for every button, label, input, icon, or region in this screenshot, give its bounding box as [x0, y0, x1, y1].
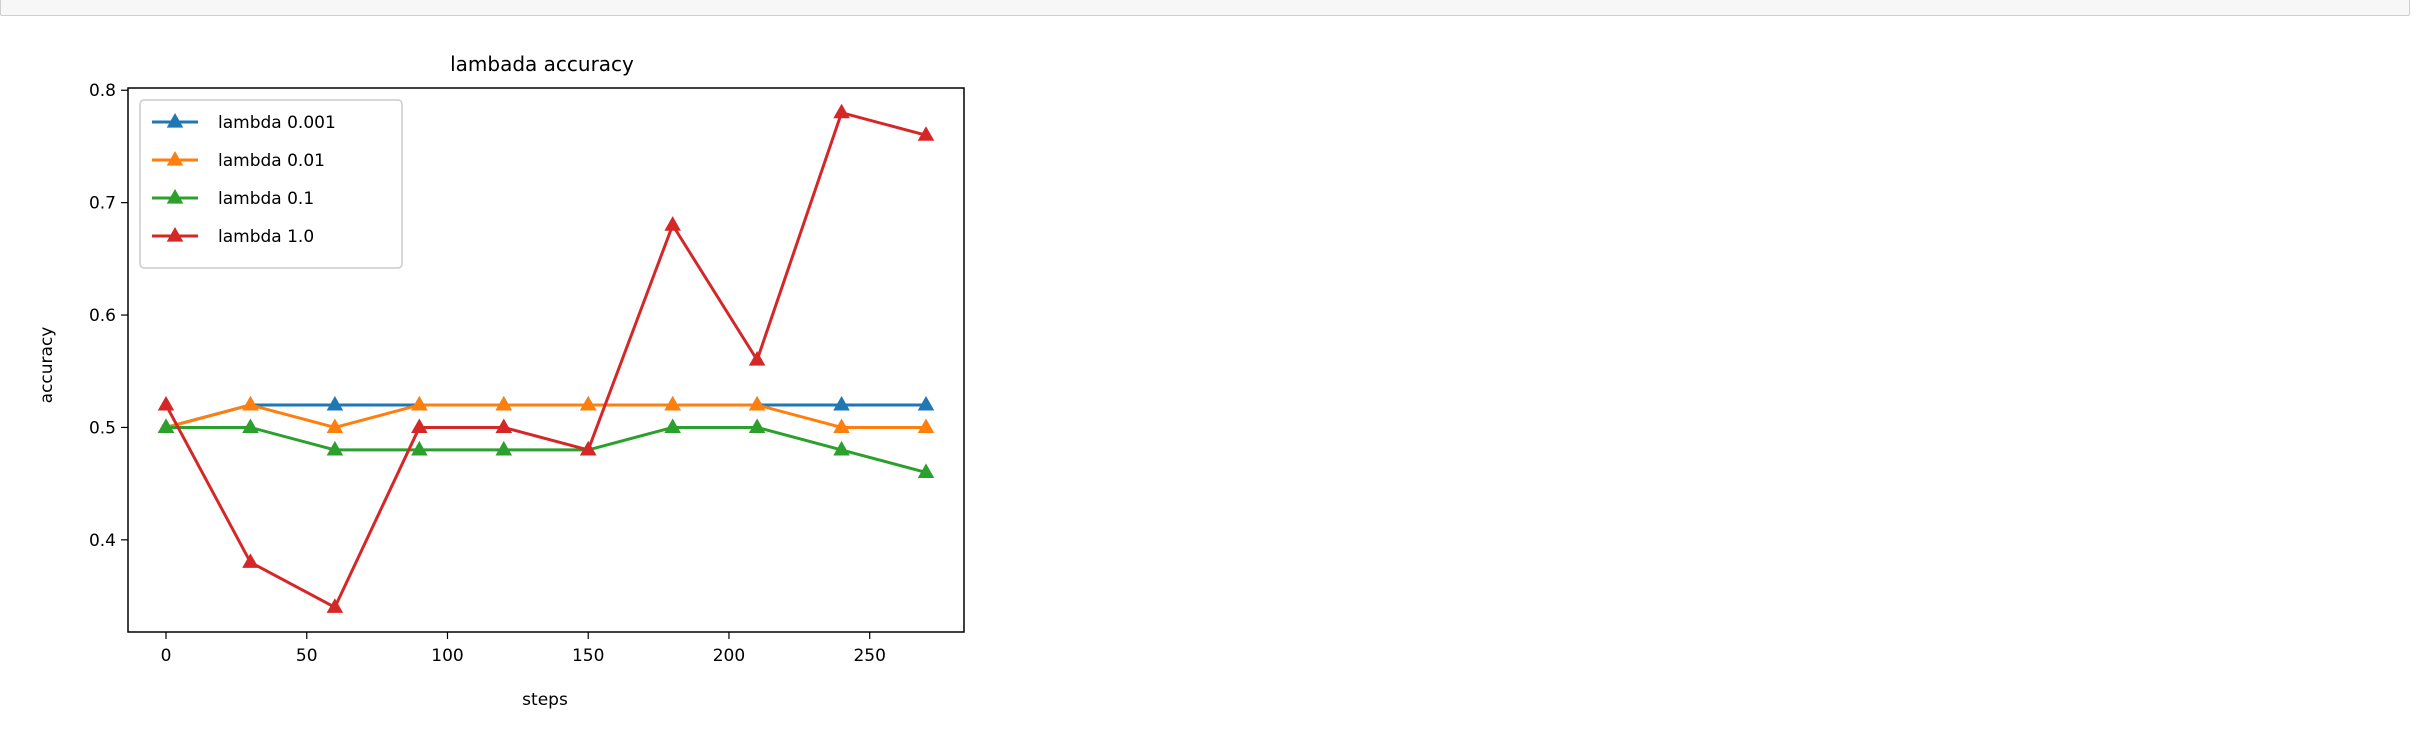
data-point-marker	[833, 418, 850, 434]
data-point-marker	[917, 418, 935, 434]
previous-cell-output-bar	[0, 0, 2410, 16]
y-tick-label: 0.4	[89, 531, 116, 551]
data-point-marker	[579, 440, 597, 456]
data-point-marker	[242, 395, 259, 411]
series-lambda-1-0	[157, 103, 935, 613]
data-point-marker	[326, 598, 344, 613]
data-point-marker	[326, 418, 344, 434]
legend-marker	[166, 189, 184, 204]
data-point-marker	[833, 103, 850, 119]
legend-marker	[166, 151, 184, 166]
data-point-marker	[157, 418, 175, 434]
series-line	[166, 425, 927, 474]
data-point-marker	[917, 395, 935, 411]
data-point-marker	[833, 440, 850, 456]
y-tick-label: 0.8	[89, 81, 116, 101]
series-lambda-0-1	[157, 418, 935, 478]
data-point-marker	[495, 395, 513, 411]
y-tick-label: 0.7	[89, 194, 116, 214]
legend-item: lambda 0.1	[152, 189, 314, 209]
legend-label: lambda 0.1	[218, 189, 314, 209]
series-line	[165, 403, 926, 429]
data-point-marker	[495, 418, 513, 434]
legend-label: lambda 1.0	[218, 227, 314, 247]
data-point-marker	[411, 418, 428, 434]
data-point-marker	[917, 463, 935, 478]
x-tick-label: 150	[572, 646, 604, 666]
legend-item: lambda 1.0	[152, 227, 314, 247]
data-point-marker	[157, 395, 175, 411]
legend-item: lambda 0.001	[152, 113, 336, 133]
data-point-marker	[748, 395, 766, 411]
x-axis-label: steps	[522, 690, 568, 710]
y-axis-label: accuracy	[37, 327, 57, 404]
legend-item: lambda 0.01	[152, 151, 325, 171]
legend-label: lambda 0.001	[218, 113, 336, 133]
y-axis-ticks: 0.4 0.5 0.6 0.7 0.8	[89, 81, 128, 551]
data-point-marker	[242, 553, 259, 568]
plot-output-area: lambada accuracy steps accuracy 0 50 100 15…	[0, 30, 1000, 750]
x-tick-label: 50	[296, 646, 318, 666]
data-point-marker	[495, 440, 513, 456]
x-tick-label: 0	[161, 646, 172, 666]
y-tick-label: 0.6	[89, 306, 116, 326]
chart-title: lambada accuracy	[450, 52, 634, 76]
legend-marker	[166, 227, 184, 242]
data-point-marker	[242, 418, 259, 434]
data-point-marker	[664, 395, 681, 411]
data-point-marker	[833, 395, 850, 411]
plot-content	[157, 103, 935, 613]
legend-box	[139, 99, 403, 269]
y-tick-label: 0.5	[89, 418, 116, 438]
data-point-marker	[748, 418, 766, 434]
series-lambda-0-001	[157, 395, 935, 434]
series-line	[164, 111, 927, 609]
data-point-marker	[664, 216, 681, 231]
data-point-marker	[411, 440, 428, 456]
data-point-marker	[326, 395, 344, 411]
plot-frame	[127, 87, 965, 633]
legend-marker	[166, 113, 184, 128]
data-point-marker	[917, 126, 935, 141]
data-point-marker	[748, 351, 766, 366]
x-tick-label: 250	[853, 646, 885, 666]
series-line	[165, 403, 926, 429]
data-point-marker	[579, 395, 597, 411]
data-point-marker	[326, 440, 344, 456]
series-lambda-0-01	[157, 395, 935, 434]
x-tick-label: 200	[713, 646, 745, 666]
x-axis-ticks: 0 50 100 150 200 250	[161, 632, 886, 666]
data-point-marker	[664, 418, 681, 434]
legend: lambda 0.001 lambda 0.01 lambda 0.1 lambda …	[139, 99, 403, 269]
data-point-marker	[411, 395, 428, 411]
x-tick-label: 100	[431, 646, 463, 666]
legend-label: lambda 0.01	[218, 151, 325, 171]
line-chart: lambada accuracy steps accuracy 0 50 100 15…	[37, 52, 965, 710]
